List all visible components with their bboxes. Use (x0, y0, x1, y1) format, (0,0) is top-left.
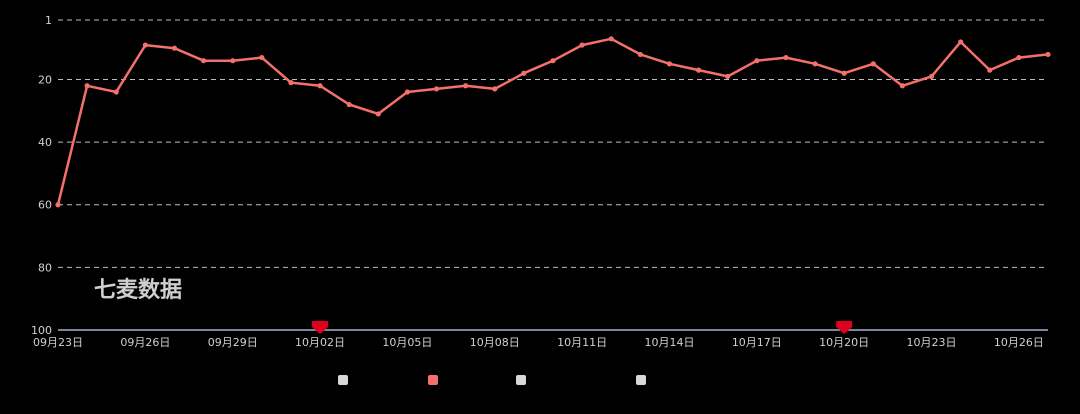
x-tick-label: 10月14日 (644, 336, 694, 349)
data-point[interactable] (463, 83, 469, 89)
data-point[interactable] (200, 58, 207, 64)
data-point[interactable] (404, 89, 411, 95)
data-point[interactable] (1016, 54, 1022, 61)
legend-item[interactable] (338, 375, 348, 385)
x-tick-label: 10月23日 (907, 336, 957, 349)
legend-swatch (338, 375, 348, 385)
data-point[interactable] (812, 61, 818, 67)
data-point[interactable] (433, 86, 440, 92)
x-tick-label: 09月26日 (120, 336, 170, 349)
legend[interactable] (338, 375, 646, 385)
data-point[interactable] (375, 111, 381, 117)
data-point[interactable] (958, 39, 964, 45)
data-point[interactable] (928, 73, 935, 79)
x-tick-label: 09月23日 (33, 336, 83, 349)
series-line (56, 37, 1049, 205)
watermark: 七麦数据 (94, 277, 182, 303)
data-point[interactable] (288, 80, 294, 86)
y-tick-labels: 1 20 40 60 80 100 (31, 14, 52, 337)
data-point[interactable] (230, 58, 236, 64)
x-tick-label: 10月02日 (295, 336, 345, 349)
y-tick-label: 60 (38, 199, 52, 212)
data-point[interactable] (346, 101, 352, 108)
legend-swatch (516, 375, 526, 385)
data-point[interactable] (666, 61, 673, 67)
x-tick-label: 10月17日 (732, 336, 782, 349)
legend-item[interactable] (516, 375, 526, 385)
data-point[interactable] (841, 70, 847, 76)
data-point[interactable] (899, 83, 906, 89)
data-point[interactable] (55, 202, 61, 208)
x-tick-label: 10月08日 (470, 336, 520, 349)
data-point[interactable] (550, 58, 556, 64)
series-layer (55, 36, 1051, 208)
data-point[interactable] (492, 86, 498, 92)
x-tick-label: 10月20日 (819, 336, 869, 349)
data-point[interactable] (259, 54, 265, 61)
y-tick-label: 80 (38, 261, 52, 274)
x-tick-label: 10月05日 (382, 336, 432, 349)
data-point[interactable] (579, 42, 585, 48)
data-point[interactable] (317, 83, 323, 89)
data-point[interactable] (142, 42, 148, 48)
y-tick-label: 40 (38, 136, 52, 149)
data-point[interactable] (695, 67, 702, 73)
data-point[interactable] (521, 70, 527, 76)
y-tick-label: 100 (31, 324, 52, 337)
data-point[interactable] (754, 58, 760, 64)
x-tick-label: 10月11日 (557, 336, 607, 349)
data-point[interactable] (84, 83, 90, 89)
data-point[interactable] (870, 61, 876, 67)
y-tick-label: 20 (38, 73, 52, 86)
event-markers (312, 321, 853, 334)
event-marker-icon[interactable] (836, 321, 853, 334)
event-marker-icon[interactable] (312, 321, 329, 334)
legend-item[interactable] (636, 375, 646, 385)
x-tick-label: 09月29日 (208, 336, 258, 349)
data-point[interactable] (1045, 51, 1051, 58)
legend-swatch (636, 375, 646, 385)
legend-item[interactable] (428, 375, 438, 385)
grid-layer (58, 19, 1048, 331)
x-tick-label: 10月26日 (994, 336, 1044, 349)
data-point[interactable] (987, 67, 993, 73)
y-tick-label: 1 (45, 14, 52, 27)
data-point[interactable] (608, 36, 614, 42)
data-point[interactable] (113, 89, 119, 95)
data-point[interactable] (783, 54, 789, 61)
x-tick-labels: 09月23日 09月26日 09月29日 10月02日 10月05日 10月08日 10月1… (33, 336, 1044, 349)
data-point[interactable] (725, 73, 731, 79)
data-point[interactable] (171, 45, 178, 51)
data-point[interactable] (637, 51, 643, 58)
legend-swatch (428, 375, 438, 385)
